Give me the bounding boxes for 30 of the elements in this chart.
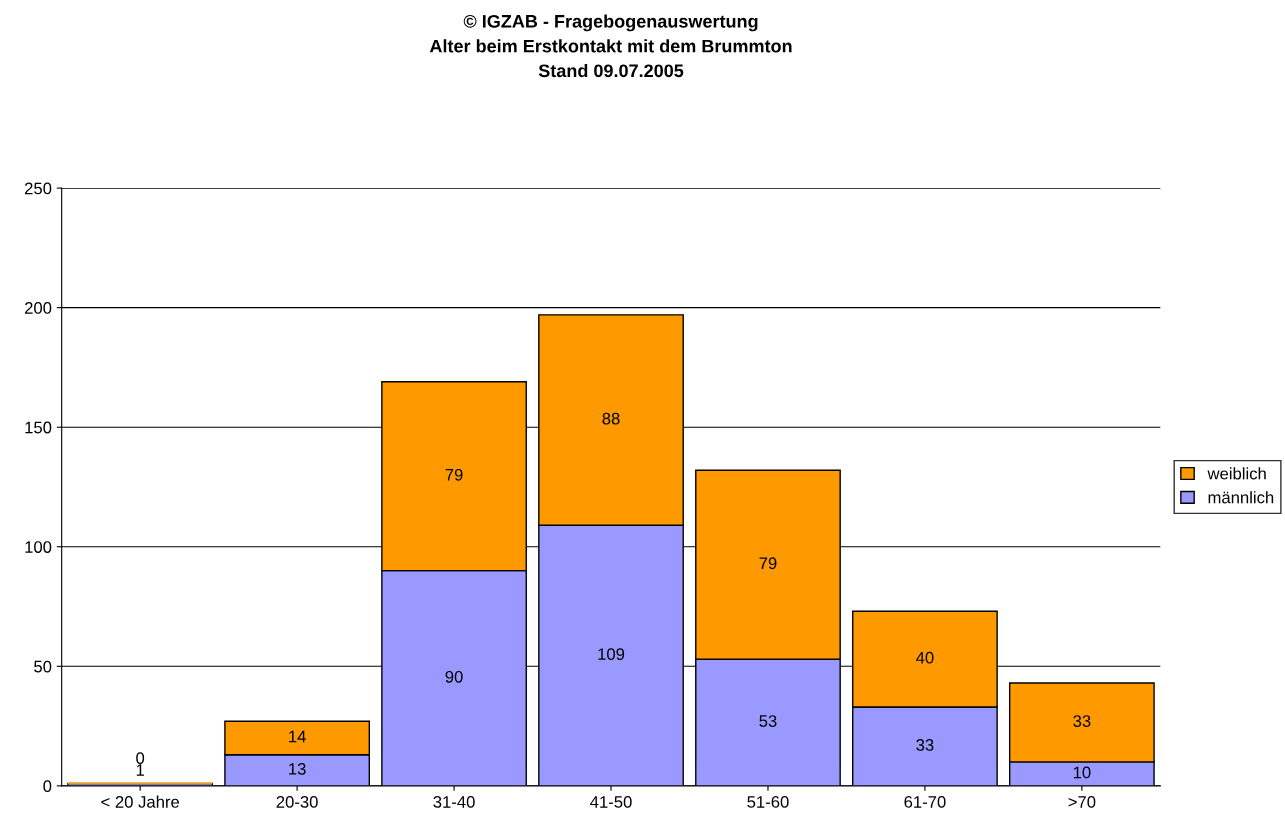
data-label: 14 <box>289 730 306 743</box>
data-label: 90 <box>445 670 463 683</box>
x-tick-label: 20-30 <box>276 796 318 808</box>
data-label: 109 <box>598 648 625 661</box>
data-label: 13 <box>289 762 306 775</box>
y-tick-label: 50 <box>34 660 52 673</box>
x-tick-label: 61-70 <box>904 796 946 808</box>
chart-title: © IGZAB - Fragebogenauswertung Alter beim Erstkontakt mit dem Brummton Stand 09.07.2005 <box>429 14 792 78</box>
data-label: 33 <box>916 739 934 751</box>
data-label: 1 <box>136 764 144 776</box>
legend-label: männlich <box>1208 491 1274 504</box>
y-tick-label: 0 <box>43 780 52 793</box>
data-label: 53 <box>759 715 777 727</box>
y-tick-label: 250 <box>24 182 52 195</box>
x-tick-label: 31-40 <box>433 796 475 808</box>
y-tick-label: 200 <box>24 302 52 314</box>
data-label: 0 <box>136 752 145 765</box>
y-tick-label: 100 <box>25 541 52 553</box>
x-tick-label: 41-50 <box>590 796 632 808</box>
data-label: 10 <box>1073 766 1091 779</box>
x-tick-label: >70 <box>1068 796 1096 808</box>
x-tick-label: 51-60 <box>747 796 789 808</box>
x-tick-label: < 20 Jahre <box>101 795 180 808</box>
data-label: 79 <box>445 468 463 481</box>
data-label: 40 <box>916 651 934 664</box>
data-label: 33 <box>1073 715 1091 727</box>
legend-label: weiblich <box>1207 467 1266 480</box>
data-label: 88 <box>602 412 620 425</box>
y-tick-label: 150 <box>25 421 52 434</box>
data-label: 79 <box>759 557 777 570</box>
